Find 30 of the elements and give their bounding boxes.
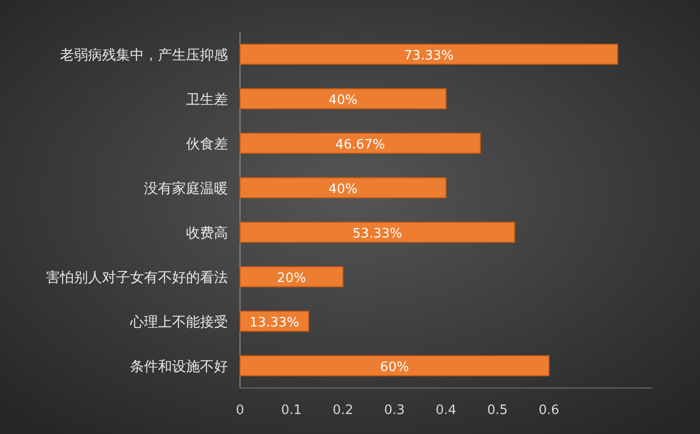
data-label: 40%: [328, 92, 358, 108]
bar: [240, 132, 481, 154]
data-label: 60%: [380, 360, 409, 375]
data-label: 53.33%: [352, 226, 402, 242]
bar: [240, 88, 446, 110]
data-label: 40%: [328, 182, 358, 197]
x-tick-label: 0.2: [332, 403, 354, 418]
y-tick-label: 条件和设施不好: [130, 358, 228, 375]
x-tick-label: 0.3: [384, 403, 405, 418]
y-tick-label: 心理上不能接受: [129, 314, 228, 330]
x-tick-label: 0.4: [436, 403, 456, 418]
x-tick-label: 0: [236, 403, 244, 418]
x-tick-label: 0.5: [487, 403, 508, 418]
bar: [240, 177, 446, 198]
data-label: 46.67%: [335, 137, 385, 152]
x-tick-label: 0.6: [538, 403, 560, 418]
data-label: 20%: [277, 270, 306, 286]
bar: [240, 266, 344, 288]
y-tick-label: 收费高: [186, 225, 228, 242]
bar: [240, 222, 516, 243]
bar: [240, 44, 618, 65]
y-tick-label: 没有家庭温暖: [144, 180, 228, 197]
y-tick-label: 伙食差: [186, 136, 228, 152]
bar: [240, 355, 550, 376]
data-label: 13.33%: [250, 315, 300, 330]
x-tick-label: 0.1: [281, 403, 302, 418]
y-tick-label: 老弱病残集中，产生压抑感: [60, 47, 228, 64]
y-tick-label: 卫生差: [186, 92, 228, 108]
data-label: 73.33%: [404, 48, 454, 64]
y-tick-label: 害怕别人对子女有不好的看法: [46, 270, 228, 286]
